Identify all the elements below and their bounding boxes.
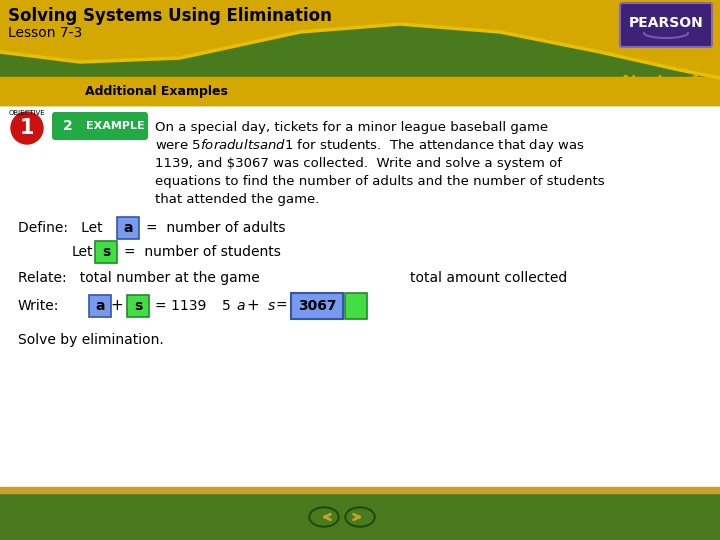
- Ellipse shape: [309, 507, 339, 527]
- FancyBboxPatch shape: [345, 293, 367, 319]
- Text: total amount collected: total amount collected: [410, 271, 567, 285]
- Text: that attended the game.: that attended the game.: [155, 193, 320, 206]
- FancyBboxPatch shape: [95, 241, 117, 263]
- Text: Define:   Let: Define: Let: [18, 221, 103, 235]
- Text: PEARSON: PEARSON: [629, 16, 703, 30]
- Text: 5: 5: [222, 299, 230, 313]
- Text: =: =: [275, 299, 287, 313]
- Text: 1: 1: [19, 118, 35, 138]
- Bar: [0, 487, 720, 493]
- Ellipse shape: [311, 509, 337, 525]
- Text: 1139, and $3067 was collected.  Write and solve a system of: 1139, and $3067 was collected. Write and…: [155, 158, 562, 171]
- FancyBboxPatch shape: [117, 217, 139, 239]
- Text: =  number of adults: = number of adults: [146, 221, 286, 235]
- Text: s: s: [268, 299, 275, 313]
- Polygon shape: [0, 0, 720, 78]
- Text: 2: 2: [63, 119, 73, 133]
- Bar: [0, 0, 720, 105]
- Bar: [0, 490, 720, 540]
- Text: Algebra 1: Algebra 1: [618, 75, 701, 90]
- Circle shape: [11, 112, 43, 144]
- Text: On a special day, tickets for a minor league baseball game: On a special day, tickets for a minor le…: [155, 122, 548, 134]
- Text: = 1139: = 1139: [155, 299, 207, 313]
- FancyBboxPatch shape: [291, 293, 343, 319]
- Text: a: a: [123, 221, 132, 235]
- Ellipse shape: [347, 509, 373, 525]
- Text: EXAMPLE: EXAMPLE: [86, 121, 144, 131]
- FancyBboxPatch shape: [89, 295, 111, 317]
- Text: a: a: [95, 299, 104, 313]
- Text: Let: Let: [72, 245, 94, 259]
- Text: s: s: [102, 245, 110, 259]
- Text: Solve by elimination.: Solve by elimination.: [18, 333, 163, 347]
- Text: Lesson 7-3: Lesson 7-3: [8, 26, 82, 40]
- Text: OBJECTIVE: OBJECTIVE: [9, 110, 45, 116]
- Text: were $5 for adults and $1 for students.  The attendance that day was: were $5 for adults and $1 for students. …: [155, 138, 585, 154]
- Text: equations to find the number of adults and the number of students: equations to find the number of adults a…: [155, 176, 605, 188]
- FancyBboxPatch shape: [52, 112, 148, 140]
- Text: +: +: [247, 299, 259, 314]
- Text: +: +: [111, 299, 123, 314]
- FancyBboxPatch shape: [127, 295, 149, 317]
- Text: 3067: 3067: [298, 299, 336, 313]
- Text: Additional Examples: Additional Examples: [85, 84, 228, 98]
- Text: a: a: [236, 299, 245, 313]
- Ellipse shape: [345, 507, 375, 527]
- FancyBboxPatch shape: [620, 3, 712, 47]
- Text: Solving Systems Using Elimination: Solving Systems Using Elimination: [8, 7, 332, 25]
- Text: =  number of students: = number of students: [124, 245, 281, 259]
- Text: s: s: [134, 299, 142, 313]
- Text: Write:: Write:: [18, 299, 59, 313]
- Bar: [0, 77, 720, 105]
- Text: Relate:   total number at the game: Relate: total number at the game: [18, 271, 260, 285]
